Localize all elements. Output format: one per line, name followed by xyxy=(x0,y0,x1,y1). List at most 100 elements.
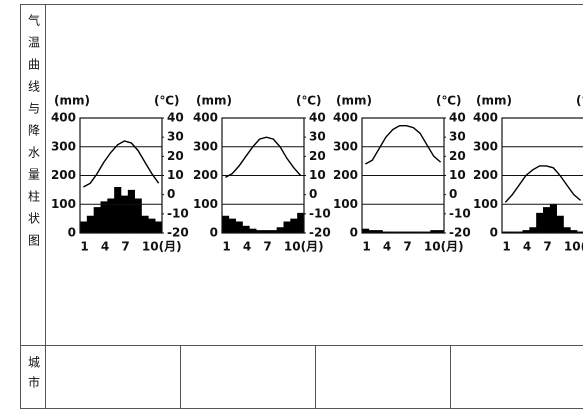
y-tick-label: 200 xyxy=(193,168,218,182)
y2-tick-label: 10 xyxy=(449,168,466,182)
bar xyxy=(502,231,510,233)
bar xyxy=(127,189,135,233)
y-tick-label: 200 xyxy=(51,168,76,182)
bar xyxy=(256,230,264,233)
y2-tick-label: -10 xyxy=(309,206,331,220)
bar xyxy=(396,231,404,233)
y2-tick-label: 0 xyxy=(449,187,457,201)
bar xyxy=(522,230,530,233)
bar xyxy=(536,212,544,233)
x-tick-label: 1 xyxy=(362,240,370,254)
y2-axis-title: (℃) xyxy=(154,94,180,108)
bar xyxy=(437,230,445,233)
y2-tick-label: -10 xyxy=(449,206,471,220)
y2-axis-title: (℃) xyxy=(576,94,583,108)
x-tick-label: 1 xyxy=(222,240,230,254)
y-tick-label: 400 xyxy=(193,111,218,125)
bar xyxy=(577,231,583,233)
y-tick-label: 300 xyxy=(193,139,218,153)
y-tick-label: 100 xyxy=(333,197,358,211)
y2-tick-label: 0 xyxy=(309,187,317,201)
bar xyxy=(283,221,291,233)
bar xyxy=(430,230,438,233)
y-axis-title: (mm) xyxy=(476,94,512,108)
y2-tick-label: 20 xyxy=(449,149,466,163)
bar xyxy=(134,198,142,233)
x-tick-label: 4 xyxy=(101,240,109,254)
bar xyxy=(93,207,101,233)
x-tick-label: 10(月) xyxy=(284,240,324,254)
y-tick-label: 0 xyxy=(350,226,358,240)
y2-tick-label: 20 xyxy=(167,149,184,163)
bar xyxy=(382,231,390,233)
bar xyxy=(529,227,537,233)
x-tick-label: 1 xyxy=(80,240,88,254)
bar xyxy=(276,227,284,233)
y-tick-label: 100 xyxy=(193,197,218,211)
y-tick-label: 100 xyxy=(51,197,76,211)
y-tick-label: 400 xyxy=(51,111,76,125)
bar xyxy=(228,218,236,233)
bar xyxy=(86,215,94,233)
bar xyxy=(556,215,564,233)
bar xyxy=(362,228,370,233)
y-axis-title: (mm) xyxy=(336,94,372,108)
y2-tick-label: 40 xyxy=(449,111,466,125)
x-tick-label: 10(月) xyxy=(424,240,464,254)
y2-axis-title: (℃) xyxy=(296,94,322,108)
bar xyxy=(368,230,376,233)
y2-tick-label: -10 xyxy=(167,206,189,220)
bar xyxy=(389,231,397,233)
plot-frame xyxy=(501,117,583,234)
x-tick-label: 4 xyxy=(523,240,531,254)
bar xyxy=(515,231,523,233)
bar xyxy=(148,218,156,233)
bar xyxy=(508,231,516,233)
bar xyxy=(570,230,578,233)
y-tick-label: 300 xyxy=(473,139,498,153)
bar xyxy=(107,198,115,233)
y2-tick-label: 10 xyxy=(167,168,184,182)
bar xyxy=(249,228,257,233)
y-tick-label: 0 xyxy=(68,226,76,240)
plot-frame xyxy=(361,117,445,234)
y-tick-label: 400 xyxy=(473,111,498,125)
y-tick-label: 300 xyxy=(51,139,76,153)
bar xyxy=(375,230,383,233)
bar xyxy=(80,221,88,233)
y2-tick-label: 30 xyxy=(167,130,184,144)
bar xyxy=(290,218,298,233)
bar xyxy=(543,207,551,233)
row-header: 城市 xyxy=(27,356,41,396)
x-tick-label: 7 xyxy=(263,240,271,254)
y-tick-label: 400 xyxy=(333,111,358,125)
y-axis-title: (mm) xyxy=(54,94,90,108)
y-tick-label: 200 xyxy=(333,168,358,182)
temperature-line xyxy=(504,165,582,203)
bar xyxy=(141,215,149,233)
y-axis-title: (mm) xyxy=(196,94,232,108)
bar xyxy=(269,230,277,233)
x-tick-label: 1 xyxy=(502,240,510,254)
bar xyxy=(549,204,557,233)
y2-tick-label: -20 xyxy=(309,226,331,240)
bar xyxy=(563,227,571,233)
y2-tick-label: 30 xyxy=(449,130,466,144)
bar xyxy=(155,221,163,233)
bar xyxy=(114,187,122,233)
bar xyxy=(263,230,271,233)
y-tick-label: 100 xyxy=(473,197,498,211)
bar xyxy=(242,225,250,233)
y2-tick-label: 20 xyxy=(309,149,326,163)
x-tick-label: 4 xyxy=(383,240,391,254)
bar xyxy=(121,195,129,233)
temperature-line xyxy=(83,140,160,188)
table-lines xyxy=(20,4,583,409)
y-tick-label: 0 xyxy=(210,226,218,240)
bar xyxy=(235,221,243,233)
y2-tick-label: -20 xyxy=(449,226,471,240)
y2-axis-title: (℃) xyxy=(436,94,462,108)
